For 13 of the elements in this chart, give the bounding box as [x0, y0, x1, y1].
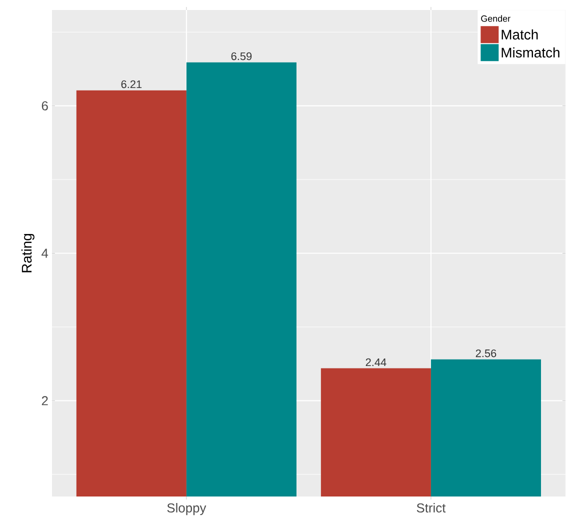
legend-label: Match [502, 29, 538, 40]
y-tick-label: 2 [42, 396, 48, 405]
data-label: 6.59 [231, 52, 252, 60]
y-tick-label: 4 [42, 248, 48, 258]
data-label: 2.44 [366, 358, 386, 366]
data-label: 2.56 [476, 349, 496, 357]
y-tick-label: 6 [42, 100, 48, 110]
y-axis-title: Rating [21, 234, 34, 272]
legend-label: Mismatch [502, 47, 560, 58]
data-label: 6.21 [121, 80, 142, 88]
legend-title: Gender [481, 14, 510, 22]
x-tick-label: Strict [416, 502, 446, 512]
x-tick-label: Sloppy [167, 502, 206, 515]
